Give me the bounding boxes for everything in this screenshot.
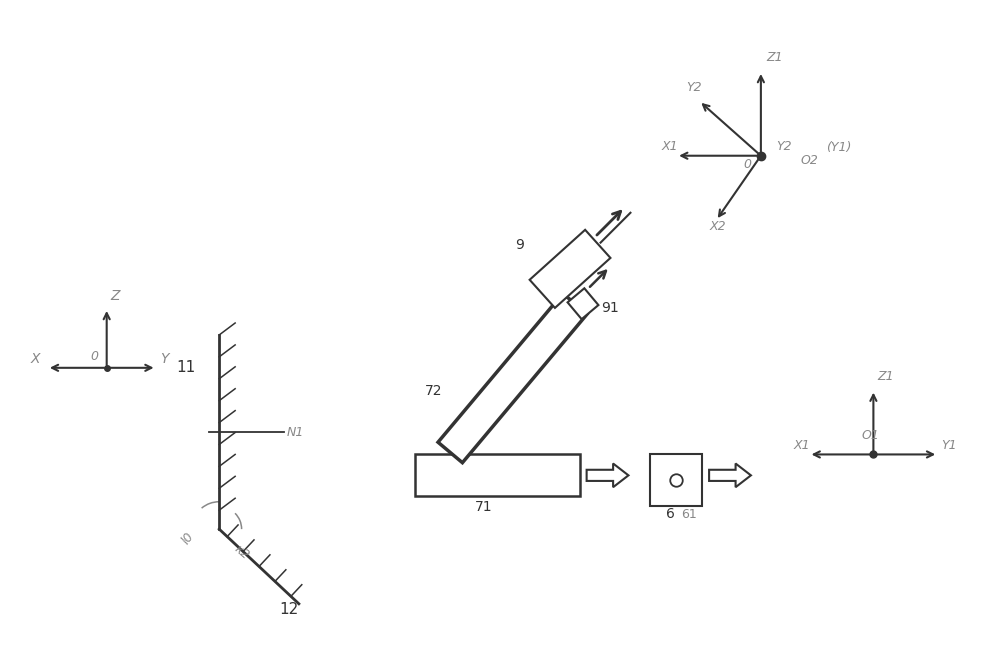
Polygon shape [438,293,587,463]
Text: 0: 0 [91,350,99,363]
Text: 61: 61 [681,508,697,521]
Text: X1: X1 [794,439,810,452]
Polygon shape [568,288,598,319]
Text: O2: O2 [801,154,819,167]
Bar [650,454,702,506]
Text: X: X [31,352,41,366]
Text: (Y1): (Y1) [826,141,851,154]
Text: 72: 72 [425,384,443,398]
Text: 91: 91 [601,300,619,315]
Polygon shape [530,230,610,308]
FancyArrow shape [709,463,751,487]
Text: 0: 0 [743,158,751,171]
Text: 12: 12 [279,602,298,617]
Text: Y2: Y2 [776,140,791,153]
Text: X2: X2 [709,221,726,234]
Text: 6: 6 [666,507,675,521]
Text: Z1: Z1 [766,51,782,64]
Text: Z1: Z1 [877,370,894,383]
Text: 11: 11 [176,360,196,374]
Text: 9: 9 [515,238,524,252]
Text: Y2: Y2 [686,81,702,94]
Text: N1: N1 [287,426,304,439]
Text: X1: X1 [661,140,678,153]
Text: 71: 71 [475,500,493,514]
Text: O1: O1 [861,428,879,441]
Text: Y1: Y1 [941,439,957,452]
Text: Y: Y [160,352,169,366]
Bar [415,454,580,496]
Text: Z: Z [111,289,120,303]
Text: l0: l0 [179,530,197,547]
Text: κ2: κ2 [231,542,251,562]
FancyArrow shape [587,463,628,487]
